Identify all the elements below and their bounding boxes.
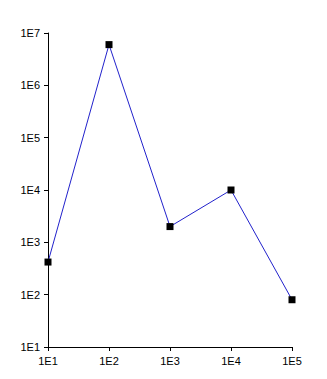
svg-text:1E3: 1E3 xyxy=(20,236,40,248)
svg-text:1E2: 1E2 xyxy=(99,355,119,367)
svg-text:1E5: 1E5 xyxy=(20,132,40,144)
svg-text:1E4: 1E4 xyxy=(221,355,241,367)
svg-text:1E7: 1E7 xyxy=(20,27,40,39)
svg-text:1E4: 1E4 xyxy=(20,184,40,196)
svg-text:1E1: 1E1 xyxy=(38,355,58,367)
svg-text:1E5: 1E5 xyxy=(282,355,302,367)
svg-text:1E3: 1E3 xyxy=(160,355,180,367)
svg-text:1E2: 1E2 xyxy=(20,289,40,301)
svg-text:1E6: 1E6 xyxy=(20,79,40,91)
svg-text:1E1: 1E1 xyxy=(20,341,40,353)
